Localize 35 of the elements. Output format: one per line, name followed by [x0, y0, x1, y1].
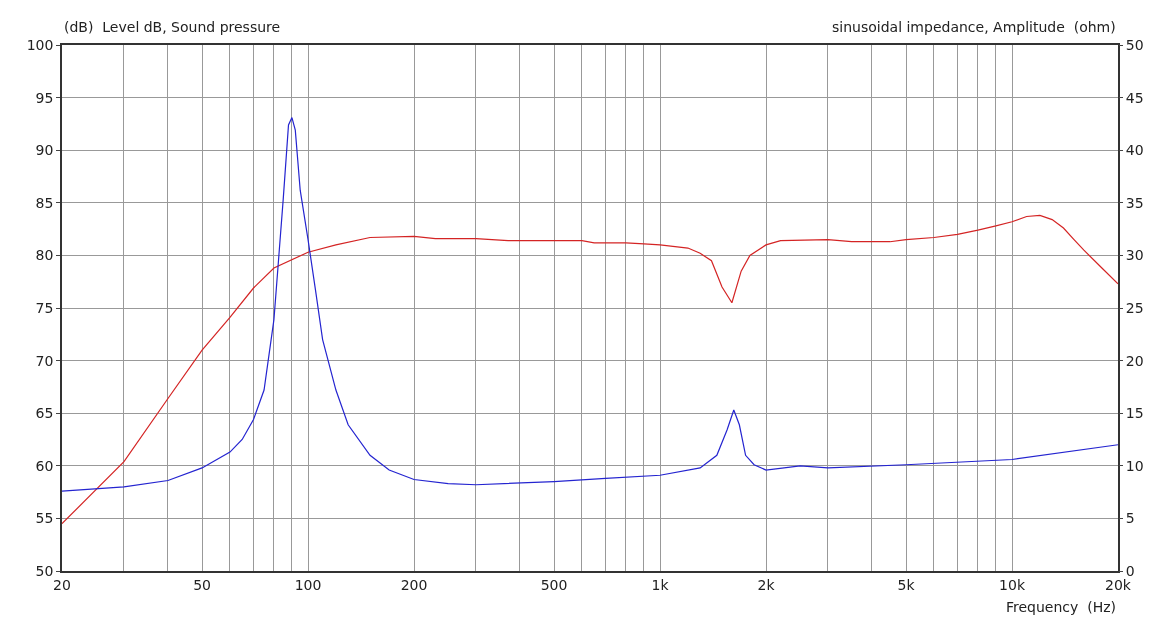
y-tick-label: 70 — [35, 352, 54, 369]
y-tick-label: 60 — [35, 457, 54, 474]
y-axis-title: (dB) Level dB, Sound pressure — [64, 19, 281, 35]
x-axis-title: Frequency (Hz) — [1006, 599, 1117, 615]
x-tick-label: 2k — [757, 576, 776, 593]
y2-tick-label: 45 — [1125, 89, 1144, 106]
y2-axis-title: sinusoidal impedance, Amplitude (ohm) — [832, 19, 1116, 35]
y2-tick-label: 5 — [1125, 510, 1135, 527]
y-tick-label: 90 — [35, 142, 54, 159]
x-tick-label: 100 — [294, 576, 322, 593]
y2-tick-label: 30 — [1125, 247, 1144, 264]
y-tick-label: 65 — [35, 405, 54, 422]
x-tick-label: 20 — [53, 576, 71, 593]
y2-tick-label: 40 — [1125, 142, 1144, 159]
x-tick-label: 10k — [999, 576, 1026, 593]
y2-tick-label: 35 — [1125, 194, 1144, 211]
x-tick-label: 5k — [897, 576, 916, 593]
y2-tick-label: 25 — [1125, 299, 1144, 316]
y2-tick-label: 0 — [1125, 562, 1135, 579]
x-tick-label: 200 — [400, 576, 428, 593]
y-tick-label: 75 — [35, 299, 54, 316]
y-tick-label: 95 — [35, 89, 54, 106]
y-tick-label: 100 — [26, 36, 54, 53]
y2-tick-label: 10 — [1125, 457, 1144, 474]
x-tick-label: 1k — [651, 576, 670, 593]
y-tick-label: 55 — [35, 510, 54, 527]
y2-tick-label: 15 — [1125, 405, 1144, 422]
y2-tick-label: 20 — [1125, 352, 1144, 369]
x-tick-label: 500 — [540, 576, 568, 593]
y-tick-label: 85 — [35, 194, 54, 211]
y-tick-label: 50 — [35, 562, 54, 579]
x-tick-label: 20k — [1105, 576, 1132, 593]
y-tick-label: 80 — [35, 247, 54, 264]
x-tick-label: 50 — [193, 576, 211, 593]
y2-tick-label: 50 — [1125, 36, 1144, 53]
